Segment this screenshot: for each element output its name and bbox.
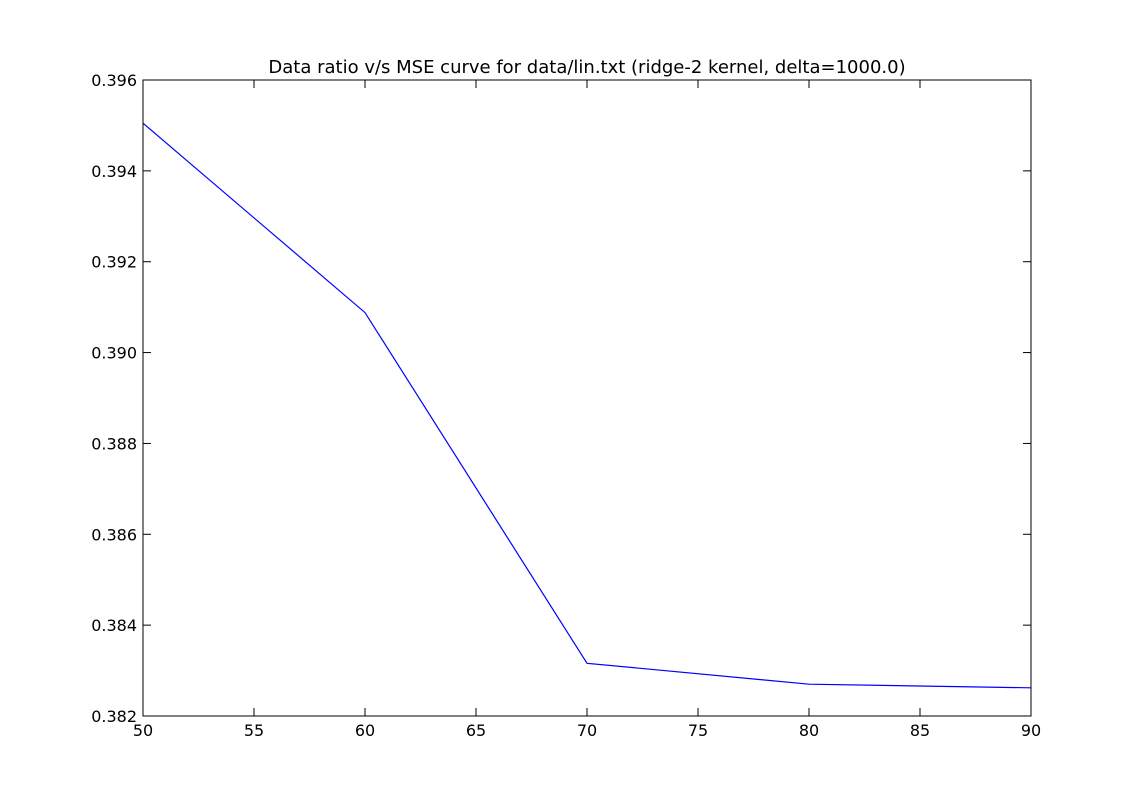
x-tick-label: 85 [910,721,930,740]
y-tick-label: 0.386 [91,525,137,544]
y-tick-label: 0.382 [91,707,137,726]
chart-title: Data ratio v/s MSE curve for data/lin.tx… [268,57,905,78]
y-tick-label: 0.394 [91,162,137,181]
y-tick-label: 0.388 [91,434,137,453]
x-tick-label: 75 [688,721,708,740]
x-tick-label: 50 [133,721,153,740]
x-tick-label: 80 [799,721,819,740]
y-tick-label: 0.392 [91,253,137,272]
x-tick-label: 90 [1021,721,1041,740]
series-line [142,122,1032,689]
y-tick-label: 0.396 [91,71,137,90]
x-tick-label: 65 [466,721,486,740]
plot-frame [142,79,1032,717]
series-layer [142,122,1032,689]
y-tick-label: 0.390 [91,344,137,363]
x-tick-label: 60 [355,721,375,740]
ticks-layer: 50 55 60 65 70 75 80 85 90 0.382 0.384 0.386 0.388 0.… [91,71,1041,740]
x-tick-label: 55 [244,721,264,740]
x-tick-label: 70 [577,721,597,740]
y-tick-label: 0.384 [91,616,137,635]
